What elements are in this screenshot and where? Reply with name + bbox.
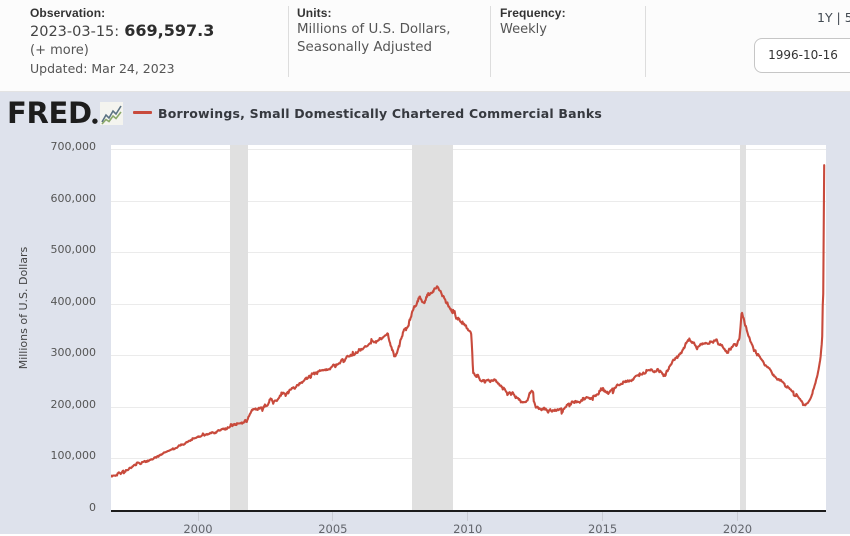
y-tick-label: 200,000 (50, 397, 97, 411)
fred-logo[interactable]: FRED● (7, 96, 98, 130)
data-line (110, 164, 825, 478)
gridline (110, 303, 826, 305)
registered-mark-dot: ● (91, 117, 98, 125)
y-tick-label: 500,000 (50, 243, 97, 256)
x-tick-mark (197, 512, 199, 521)
observation-label: Observation: (30, 6, 106, 20)
observation-value: 669,597.3 (124, 21, 215, 40)
gridline (110, 458, 826, 459)
gridline (110, 355, 826, 356)
y-tick-label: 600,000 (50, 191, 97, 205)
x-tick-label: 2015 (587, 522, 618, 536)
recession-band (739, 145, 747, 510)
series-line (110, 164, 825, 478)
units-label: Units: (297, 6, 332, 20)
plot-area[interactable] (110, 145, 826, 510)
x-axis-line (110, 509, 826, 512)
frequency-label: Frequency: (500, 6, 566, 20)
header-divider (490, 6, 491, 77)
x-tick-mark (332, 512, 334, 521)
x-tick-label: 2000 (183, 522, 213, 536)
gridline (110, 406, 826, 408)
chart-area: FRED● Borrowings, Small Domestically Cha… (0, 92, 850, 536)
x-tick-label: 2020 (722, 522, 753, 536)
header-divider (288, 6, 289, 77)
recession-band (229, 145, 248, 510)
updated-date: Updated: Mar 24, 2023 (30, 60, 175, 76)
gridline (110, 200, 826, 202)
units-value-line2: Seasonally Adjusted (297, 39, 433, 55)
gridline (110, 149, 826, 150)
x-tick-mark (602, 512, 604, 521)
y-tick-label: 400,000 (50, 294, 97, 308)
y-tick-label: 0 (89, 500, 96, 514)
y-tick-label: 700,000 (50, 140, 97, 153)
header-divider (645, 6, 646, 77)
y-tick-label: 300,000 (50, 346, 97, 359)
gridline (110, 252, 826, 253)
units-value-line1: Millions of U.S. Dollars, (297, 21, 451, 37)
sparkline-icon (100, 102, 123, 125)
more-observations-link[interactable]: (+ more) (30, 43, 89, 58)
x-tick-mark (467, 512, 469, 521)
series-legend-label[interactable]: Borrowings, Small Domestically Chartered… (158, 106, 603, 121)
chart-header-bar: Observation: 2023-03-15: 669,597.3 (+ mo… (0, 0, 850, 92)
x-tick-label: 2010 (453, 522, 483, 536)
series-legend-marker (133, 111, 152, 114)
x-tick-label: 2005 (318, 522, 348, 536)
start-date-input[interactable]: 1996-10-16 (754, 38, 850, 73)
y-tick-label: 100,000 (50, 449, 97, 462)
observation-line: 2023-03-15: 669,597.3 (30, 21, 214, 40)
date-range-selector[interactable]: 1Y | 5Y | 10Y | Max (817, 10, 850, 25)
x-tick-mark (737, 512, 738, 521)
recession-band (411, 145, 454, 510)
observation-date: 2023-03-15: (30, 24, 120, 40)
frequency-value: Weekly (500, 21, 547, 37)
